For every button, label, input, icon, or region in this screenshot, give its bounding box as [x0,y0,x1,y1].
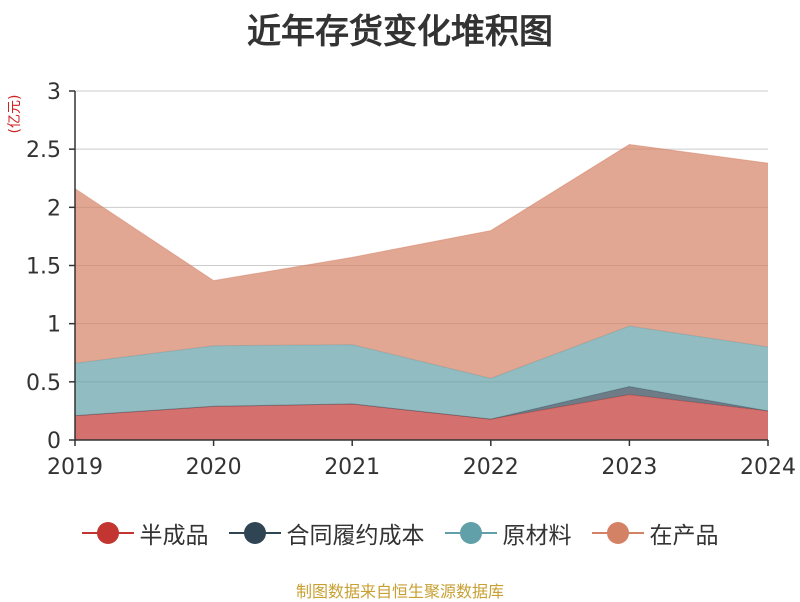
legend-swatch-icon [81,521,134,545]
y-tick-label: 0 [47,429,61,454]
y-tick-label: 2.5 [26,138,61,163]
legend-swatch-icon [591,521,644,545]
y-tick-label: 2 [47,196,61,221]
series-area [75,144,768,379]
x-tick-label: 2020 [186,455,242,480]
legend-swatch-icon [228,521,281,545]
axes [69,90,769,446]
data-source-note: 制图数据来自恒生聚源数据库 [295,582,504,601]
series-areas [74,143,769,440]
legend-label: 半成品 [139,523,209,549]
chart-title: 近年存货变化堆积图 [247,12,553,52]
y-tick-label: 1.5 [26,255,61,280]
x-tick-label: 2019 [47,455,103,480]
x-tick-label: 2023 [601,455,657,480]
series-area [75,325,768,420]
legend-label: 合同履约成本 [286,523,425,549]
legend-item[interactable]: 合同履约成本 [228,516,425,550]
legend-item[interactable]: 在产品 [591,516,719,550]
legend-swatch-icon [444,521,497,545]
x-tick-label: 2022 [463,455,519,480]
x-tick-label: 2024 [740,455,796,480]
legend-label: 原材料 [502,523,572,549]
tick-labels: 0 0.5 1 1.5 2 2.5 3 2019 2020 2021 2022 2023 2024 [26,80,796,480]
series-line [74,143,769,282]
legend-item[interactable]: 半成品 [81,516,209,550]
legend-item[interactable]: 原材料 [444,516,572,550]
y-tick-label: 1 [47,313,61,338]
x-tick-label: 2021 [324,455,380,480]
legend-label: 在产品 [649,523,719,549]
y-tick-label: 3 [47,80,61,105]
legend: 半成品 合同履约成本 原材料 在产品 [0,516,800,550]
y-tick-label: 0.5 [26,371,61,396]
